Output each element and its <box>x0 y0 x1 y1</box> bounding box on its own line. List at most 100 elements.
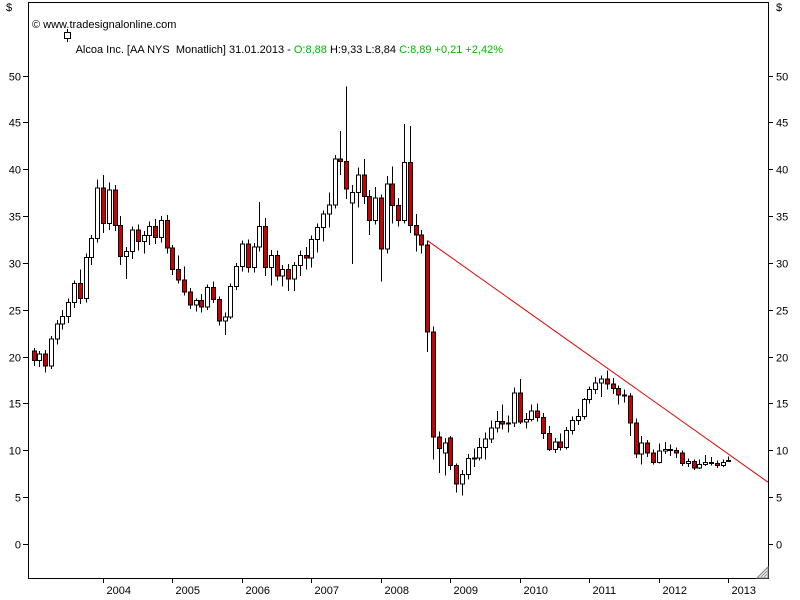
candle-body-up <box>223 316 228 322</box>
candle-body-up <box>686 461 691 464</box>
candle-body-down <box>628 395 633 424</box>
candle-body-down <box>344 161 349 190</box>
candle-body-up <box>55 323 60 340</box>
candle-body-up <box>703 461 708 465</box>
candle-body-up <box>495 420 500 429</box>
price-label-left: 20 <box>9 353 21 365</box>
candle-body-up <box>315 226 320 240</box>
price-label-right: 20 <box>776 353 788 365</box>
candle-body-down <box>425 244 430 333</box>
quote-close-change: C:8,89 +0,21 +2,42% <box>399 44 504 56</box>
candle-body-up <box>576 416 581 421</box>
candle-body-up <box>402 162 407 222</box>
price-label-right: 10 <box>776 446 788 458</box>
quote-open: O:8,88 <box>293 44 330 56</box>
year-label: 2004 <box>107 585 131 597</box>
price-label-left: 35 <box>9 212 21 224</box>
candle-body-down <box>78 283 83 300</box>
candle-body-down <box>182 279 187 293</box>
candle-body-up <box>234 266 239 287</box>
candle-body-up <box>356 174 361 194</box>
candle-body-up <box>350 192 355 204</box>
candle-body-up <box>309 238 314 259</box>
price-label-left: 40 <box>9 165 21 177</box>
candle-body-up <box>205 286 210 308</box>
chart-legend: Alcoa Inc. [AA NYS Monatlich] 31.01.2013… <box>32 3 503 72</box>
candle-body-up <box>697 463 702 469</box>
candle-body-down <box>170 247 175 270</box>
candle-body-down <box>448 437 453 466</box>
candle-body-down <box>454 464 459 485</box>
year-label: 2010 <box>524 585 548 597</box>
candle-body-down <box>165 220 170 249</box>
candle-body-up <box>524 418 529 423</box>
candle-body-up <box>489 427 494 440</box>
candle-body-down <box>390 183 395 207</box>
trendline[interactable] <box>426 240 769 483</box>
candle-body-down <box>246 243 251 269</box>
candle-body-up <box>37 353 42 361</box>
year-label: 2012 <box>663 585 687 597</box>
candle-body-down <box>535 410 540 419</box>
candle-body-up <box>472 457 477 460</box>
candle-body-down <box>304 254 309 259</box>
candle-body-down <box>645 442 650 454</box>
candle-body-up <box>107 189 112 225</box>
candle-body-down <box>338 158 343 163</box>
resize-grip[interactable] <box>755 565 769 579</box>
candle-body-down <box>286 268 291 280</box>
candle-body-up <box>599 378 604 384</box>
price-label-right: 0 <box>776 540 782 552</box>
candle-body-up <box>194 299 199 306</box>
candle-body-up <box>529 410 534 420</box>
resize-grip-triangle[interactable] <box>755 565 769 579</box>
candle-body-up <box>593 382 598 390</box>
candle-body-up <box>333 158 338 206</box>
candle-body-up <box>477 446 482 459</box>
candle-body-down <box>113 189 118 226</box>
candle-body-down <box>692 461 697 469</box>
candle-body-down <box>379 197 384 250</box>
candle-body-down <box>431 331 436 438</box>
candle-body-up <box>95 187 100 240</box>
candle-body-up <box>327 204 332 215</box>
price-label-right: 35 <box>776 212 788 224</box>
candle-body-up <box>269 254 274 269</box>
candle-body-down <box>518 392 523 423</box>
candle-body-up <box>228 285 233 318</box>
price-label-left: 25 <box>9 306 21 318</box>
candle-body-down <box>275 254 280 277</box>
candle-body-down <box>118 224 123 257</box>
price-label-left: 15 <box>9 399 21 411</box>
candle-body-up <box>460 474 465 485</box>
candle-body-up <box>298 254 303 267</box>
candle-body-up <box>72 283 77 303</box>
candle-body-up <box>564 430 569 448</box>
candle-body-down <box>634 422 639 455</box>
price-label-right: 30 <box>776 259 788 271</box>
candle-body-up <box>292 265 297 280</box>
resize-grip-line <box>763 573 768 578</box>
candle-body-down <box>408 162 413 226</box>
candle-body-down <box>651 452 656 463</box>
candle-body-down <box>611 383 616 389</box>
price-label-right: 25 <box>776 306 788 318</box>
candle-body-up <box>726 460 731 463</box>
candle-body-down <box>362 174 367 197</box>
year-label: 2008 <box>385 585 409 597</box>
candle-body-up <box>587 388 592 401</box>
year-label: 2009 <box>454 585 478 597</box>
price-label-right: 40 <box>776 165 788 177</box>
price-label-right: 50 <box>776 72 788 84</box>
candle-body-down <box>176 268 181 281</box>
candle-body-down <box>558 441 563 448</box>
price-label-right: 5 <box>776 493 782 505</box>
candle-body-down <box>674 449 679 454</box>
candle-body-down <box>263 225 268 269</box>
price-label-left: 10 <box>9 446 21 458</box>
price-label-right: 15 <box>776 399 788 411</box>
candle-body-up <box>570 419 575 432</box>
candle-body-up <box>321 213 326 228</box>
candle-body-up <box>506 422 511 425</box>
